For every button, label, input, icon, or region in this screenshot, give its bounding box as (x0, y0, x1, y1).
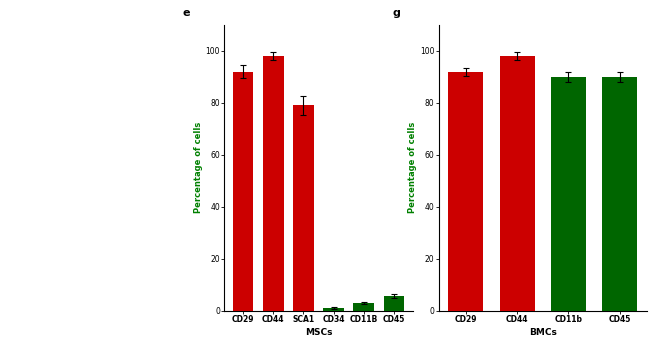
X-axis label: BMCs: BMCs (529, 328, 556, 337)
Bar (233, 72, 254, 311)
Bar (263, 56, 283, 311)
Text: g: g (393, 8, 401, 18)
Bar (603, 77, 637, 311)
Y-axis label: Percentage of cells: Percentage of cells (408, 122, 417, 213)
Bar (293, 105, 314, 311)
Bar (500, 56, 534, 311)
Bar (551, 77, 586, 311)
Bar (448, 72, 483, 311)
X-axis label: MSCs: MSCs (305, 328, 332, 337)
Bar (323, 308, 344, 311)
Y-axis label: Percentage of cells: Percentage of cells (194, 122, 203, 213)
Text: e: e (183, 8, 190, 18)
Bar (384, 296, 404, 311)
Bar (354, 303, 374, 311)
